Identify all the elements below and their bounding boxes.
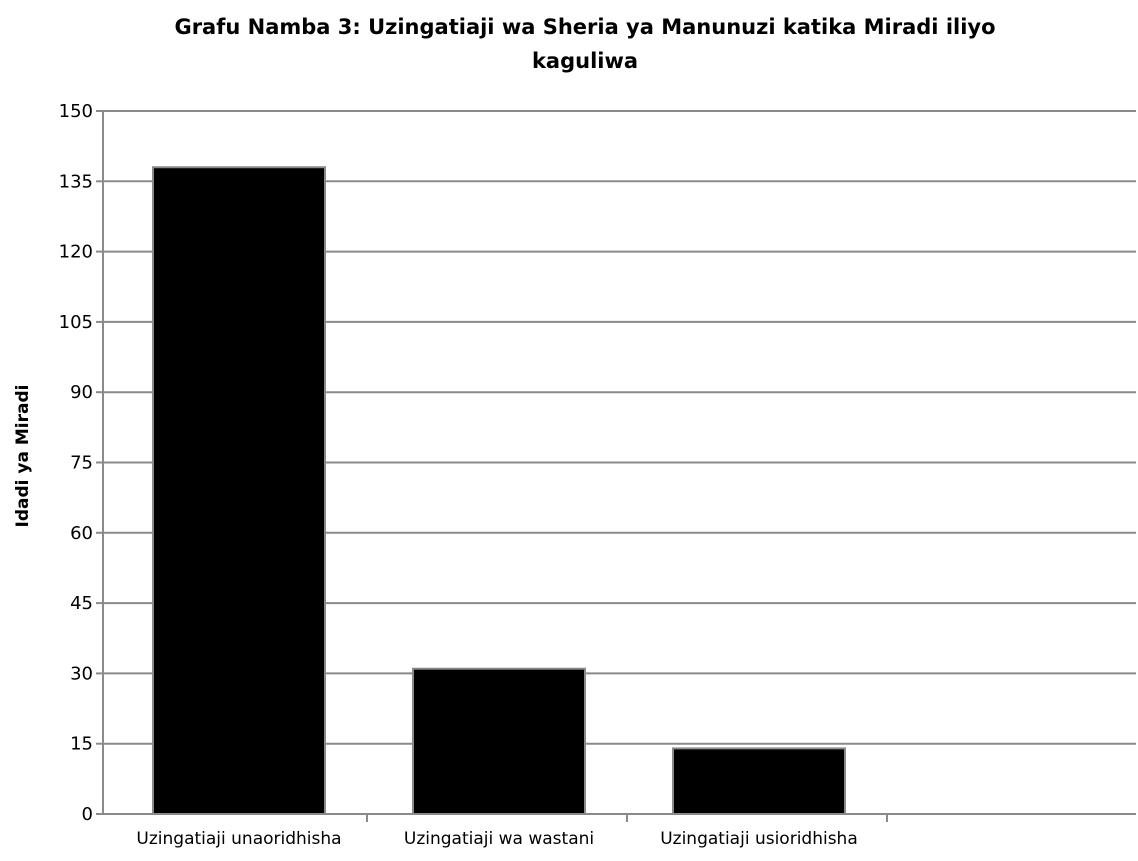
chart-title-line-2: kaguliwa [532, 49, 638, 73]
y-tick-label: 105 [59, 312, 93, 333]
chart-title: Grafu Namba 3: Uzingatiaji wa Sheria ya … [174, 15, 995, 73]
y-tick-label: 15 [70, 734, 93, 755]
y-tick-label: 150 [59, 101, 93, 122]
y-tick-label: 120 [59, 242, 93, 263]
y-tick-label: 0 [82, 804, 93, 825]
y-tick-label: 30 [70, 663, 93, 684]
y-tick-label: 45 [70, 593, 93, 614]
bar [152, 166, 326, 816]
y-tick-labels: 0 15 30 45 60 75 90 105 120 135 150 [59, 101, 93, 825]
y-tick-label: 90 [70, 382, 93, 403]
x-category-label: Uzingatiaji usioridhisha [660, 829, 858, 849]
y-tick-label: 60 [70, 523, 93, 544]
bar [412, 667, 586, 815]
bar [672, 747, 846, 815]
y-tick-label: 75 [70, 453, 93, 474]
chart-title-line-1: Grafu Namba 3: Uzingatiaji wa Sheria ya … [174, 15, 995, 39]
axes [96, 110, 1136, 822]
x-category-label: Uzingatiaji unaoridhisha [136, 829, 341, 849]
y-tick-label: 135 [59, 171, 93, 192]
x-category-label: Uzingatiaji wa wastani [404, 829, 594, 849]
y-axis-title: Idadi ya Miradi [13, 385, 33, 528]
bars [152, 166, 846, 816]
x-category-labels: Uzingatiaji unaoridhisha Uzingatiaji wa w… [136, 829, 857, 849]
